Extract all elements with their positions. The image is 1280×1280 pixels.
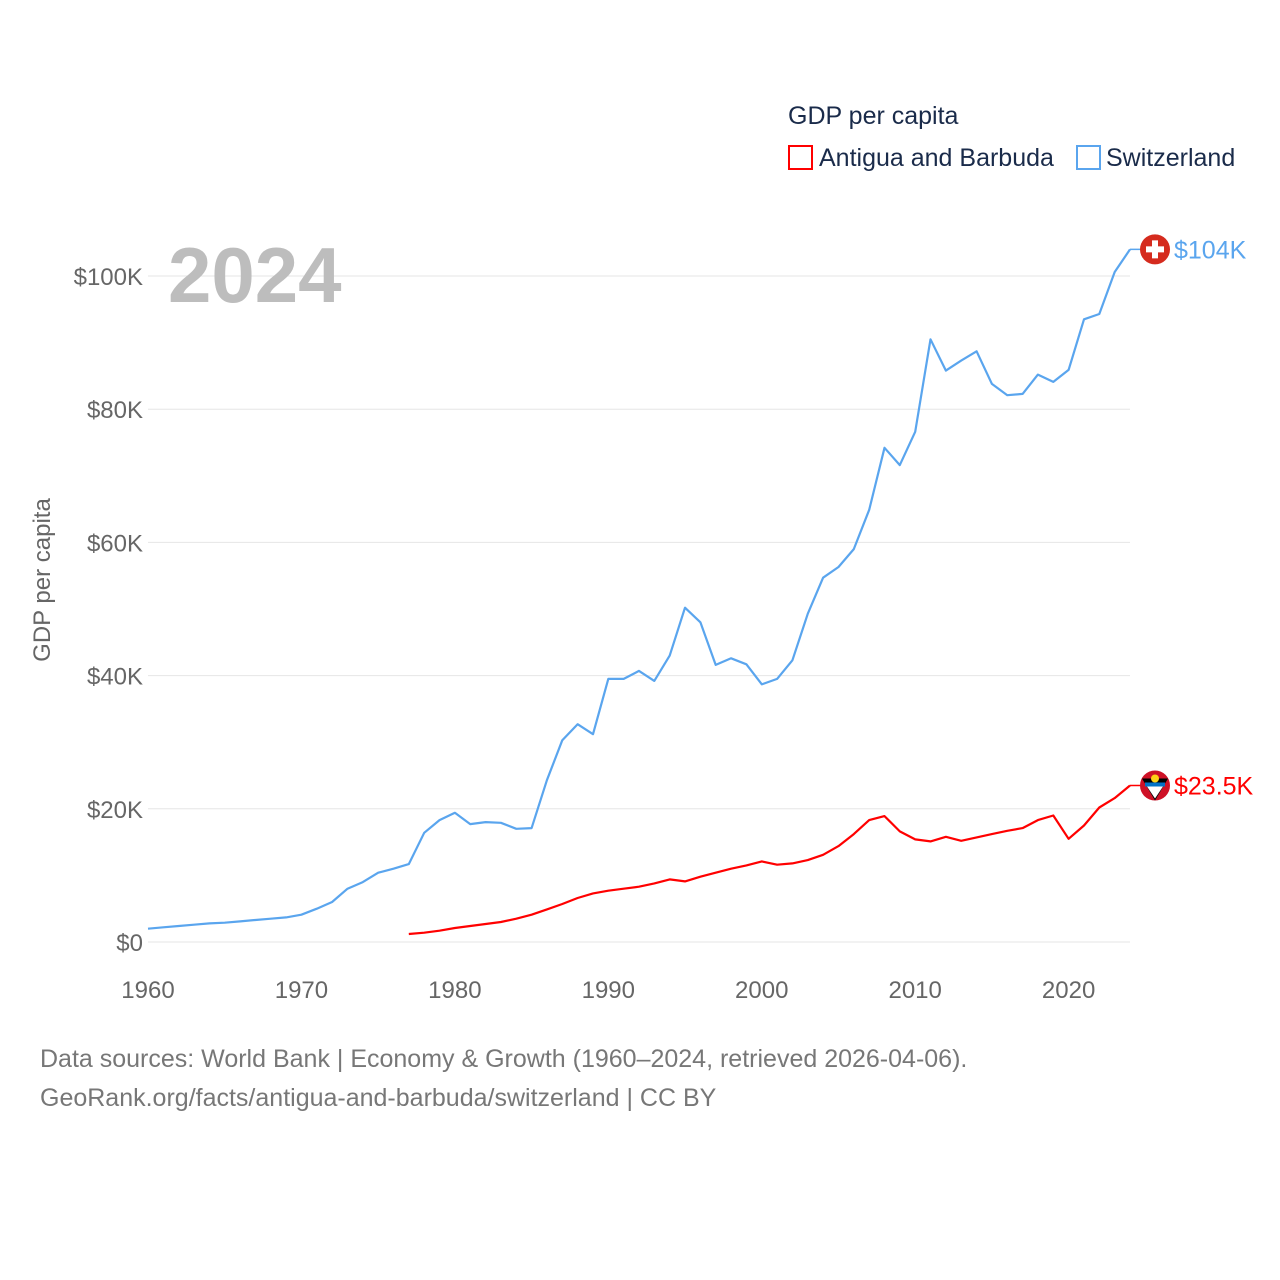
- y-tick-label: $40K: [87, 664, 143, 691]
- x-tick-label: 2000: [735, 977, 788, 1004]
- x-axis-ticks: 1960 1970 1980 1990 2000 2010 2020: [121, 977, 1095, 1004]
- y-axis-label: GDP per capita: [29, 498, 56, 662]
- y-tick-label: $0: [116, 930, 143, 957]
- legend-item-antigua[interactable]: Antigua and Barbuda: [819, 144, 1054, 172]
- series-line-switzerland: [147, 248, 1131, 930]
- y-tick-label: $100K: [74, 264, 143, 291]
- flag-sun: [1151, 774, 1159, 783]
- end-labels: $23.5K $104K: [1130, 234, 1254, 801]
- y-tick-label: $20K: [87, 797, 143, 824]
- flag-cross: [1146, 246, 1164, 253]
- series-line-antigua: [408, 784, 1131, 936]
- x-tick-label: 2010: [888, 977, 941, 1004]
- year-overlay: 2024: [168, 231, 342, 319]
- legend-swatch-switzerland: [1076, 145, 1101, 170]
- x-tick-label: 1990: [582, 977, 635, 1004]
- x-tick-label: 1960: [121, 977, 174, 1004]
- x-tick-label: 1970: [275, 977, 328, 1004]
- y-axis-ticks: $0 $20K $40K $60K $80K $100K: [74, 264, 143, 957]
- legend-title: GDP per capita: [788, 102, 959, 130]
- x-tick-label: 2020: [1042, 977, 1095, 1004]
- flag-white: [1147, 786, 1163, 799]
- source-line: Data sources: World Bank | Economy & Gro…: [40, 1045, 968, 1073]
- end-value-label: $104K: [1174, 236, 1247, 264]
- legend-swatch-antigua: [788, 145, 813, 170]
- y-tick-label: $60K: [87, 530, 143, 557]
- source-link[interactable]: GeoRank.org/facts/antigua-and-barbuda/sw…: [40, 1084, 717, 1112]
- series-lines: [147, 248, 1131, 936]
- legend: GDP per capita Antigua and Barbuda Switz…: [788, 102, 1235, 172]
- flag-blue: [1145, 782, 1165, 787]
- x-tick-label: 1980: [428, 977, 481, 1004]
- gridlines: [148, 275, 1130, 943]
- end-value-label: $23.5K: [1174, 772, 1254, 800]
- y-tick-label: $80K: [87, 397, 143, 424]
- legend-item-switzerland[interactable]: Switzerland: [1106, 144, 1235, 172]
